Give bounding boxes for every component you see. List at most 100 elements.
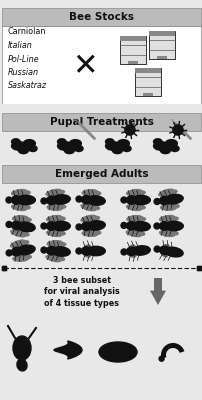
Ellipse shape (19, 218, 31, 222)
Ellipse shape (13, 216, 28, 221)
Ellipse shape (57, 139, 66, 145)
Ellipse shape (86, 196, 105, 205)
Ellipse shape (126, 230, 141, 237)
Ellipse shape (129, 245, 134, 249)
Ellipse shape (6, 197, 12, 203)
Ellipse shape (133, 204, 144, 209)
Ellipse shape (160, 147, 170, 154)
Ellipse shape (12, 139, 20, 145)
Text: Saskatraz: Saskatraz (8, 82, 47, 90)
Ellipse shape (23, 140, 35, 147)
Ellipse shape (46, 255, 61, 262)
Text: Carniolan: Carniolan (8, 28, 46, 36)
Ellipse shape (47, 241, 62, 246)
Ellipse shape (112, 147, 122, 154)
Ellipse shape (132, 231, 144, 235)
Bar (153, 278, 161, 292)
Ellipse shape (153, 223, 159, 229)
Ellipse shape (164, 247, 182, 257)
Ellipse shape (46, 216, 61, 221)
Ellipse shape (162, 245, 168, 248)
Ellipse shape (131, 195, 149, 205)
Ellipse shape (120, 249, 126, 255)
Ellipse shape (53, 190, 64, 195)
Bar (156, 56, 166, 59)
Bar (148, 31, 174, 36)
Ellipse shape (165, 190, 176, 195)
Ellipse shape (159, 216, 174, 221)
Ellipse shape (159, 222, 169, 230)
Ellipse shape (158, 356, 163, 361)
Polygon shape (149, 290, 165, 305)
Ellipse shape (17, 241, 28, 246)
Ellipse shape (17, 359, 27, 371)
Ellipse shape (105, 139, 114, 145)
Ellipse shape (53, 256, 64, 261)
Ellipse shape (84, 254, 90, 257)
Ellipse shape (41, 247, 47, 253)
Ellipse shape (129, 254, 135, 257)
Ellipse shape (165, 140, 177, 147)
Ellipse shape (12, 221, 22, 230)
Ellipse shape (165, 230, 177, 235)
Ellipse shape (159, 196, 169, 205)
Bar (134, 68, 160, 96)
Ellipse shape (105, 142, 120, 150)
Ellipse shape (17, 245, 35, 255)
Ellipse shape (99, 342, 136, 362)
Text: 3 bee subset
for viral analysis
of 4 tissue types: 3 bee subset for viral analysis of 4 tis… (44, 276, 119, 308)
Text: ✕: ✕ (72, 52, 97, 82)
Ellipse shape (57, 142, 73, 150)
Ellipse shape (6, 222, 12, 228)
Ellipse shape (84, 245, 90, 248)
Ellipse shape (46, 189, 61, 196)
Ellipse shape (41, 198, 47, 204)
Ellipse shape (76, 196, 82, 202)
Ellipse shape (13, 256, 28, 261)
Ellipse shape (64, 147, 74, 154)
Text: Emerged Adults: Emerged Adults (54, 169, 148, 179)
Ellipse shape (88, 230, 100, 234)
Circle shape (172, 125, 182, 135)
Ellipse shape (126, 222, 136, 230)
Ellipse shape (12, 142, 27, 150)
Ellipse shape (88, 192, 100, 196)
Ellipse shape (165, 217, 177, 222)
Ellipse shape (28, 146, 37, 152)
Ellipse shape (19, 255, 31, 259)
Ellipse shape (76, 248, 82, 254)
Ellipse shape (122, 146, 130, 152)
Ellipse shape (69, 140, 81, 147)
Ellipse shape (13, 336, 31, 360)
Ellipse shape (17, 222, 35, 232)
Ellipse shape (161, 253, 167, 257)
Circle shape (124, 125, 135, 135)
Ellipse shape (17, 231, 29, 236)
Ellipse shape (54, 204, 65, 208)
Ellipse shape (17, 195, 35, 205)
Ellipse shape (81, 215, 95, 222)
Ellipse shape (126, 247, 136, 256)
Ellipse shape (131, 246, 149, 255)
Text: Bee Stocks: Bee Stocks (69, 12, 133, 22)
Bar (2, 26, 200, 104)
Ellipse shape (126, 196, 136, 204)
Ellipse shape (133, 191, 144, 196)
Ellipse shape (87, 205, 99, 210)
Ellipse shape (120, 197, 126, 203)
Text: Pupal Treatments: Pupal Treatments (49, 117, 153, 127)
Ellipse shape (126, 205, 141, 210)
Ellipse shape (46, 246, 56, 255)
Ellipse shape (46, 222, 56, 230)
Ellipse shape (153, 139, 161, 145)
Ellipse shape (11, 230, 25, 237)
Text: Russian: Russian (8, 68, 39, 77)
Ellipse shape (12, 196, 22, 204)
Bar (2, 165, 200, 183)
Ellipse shape (126, 190, 141, 195)
Ellipse shape (18, 191, 30, 196)
Ellipse shape (12, 205, 27, 210)
Ellipse shape (12, 190, 27, 195)
Ellipse shape (54, 242, 65, 247)
Text: Pol-Line: Pol-Line (8, 54, 39, 64)
